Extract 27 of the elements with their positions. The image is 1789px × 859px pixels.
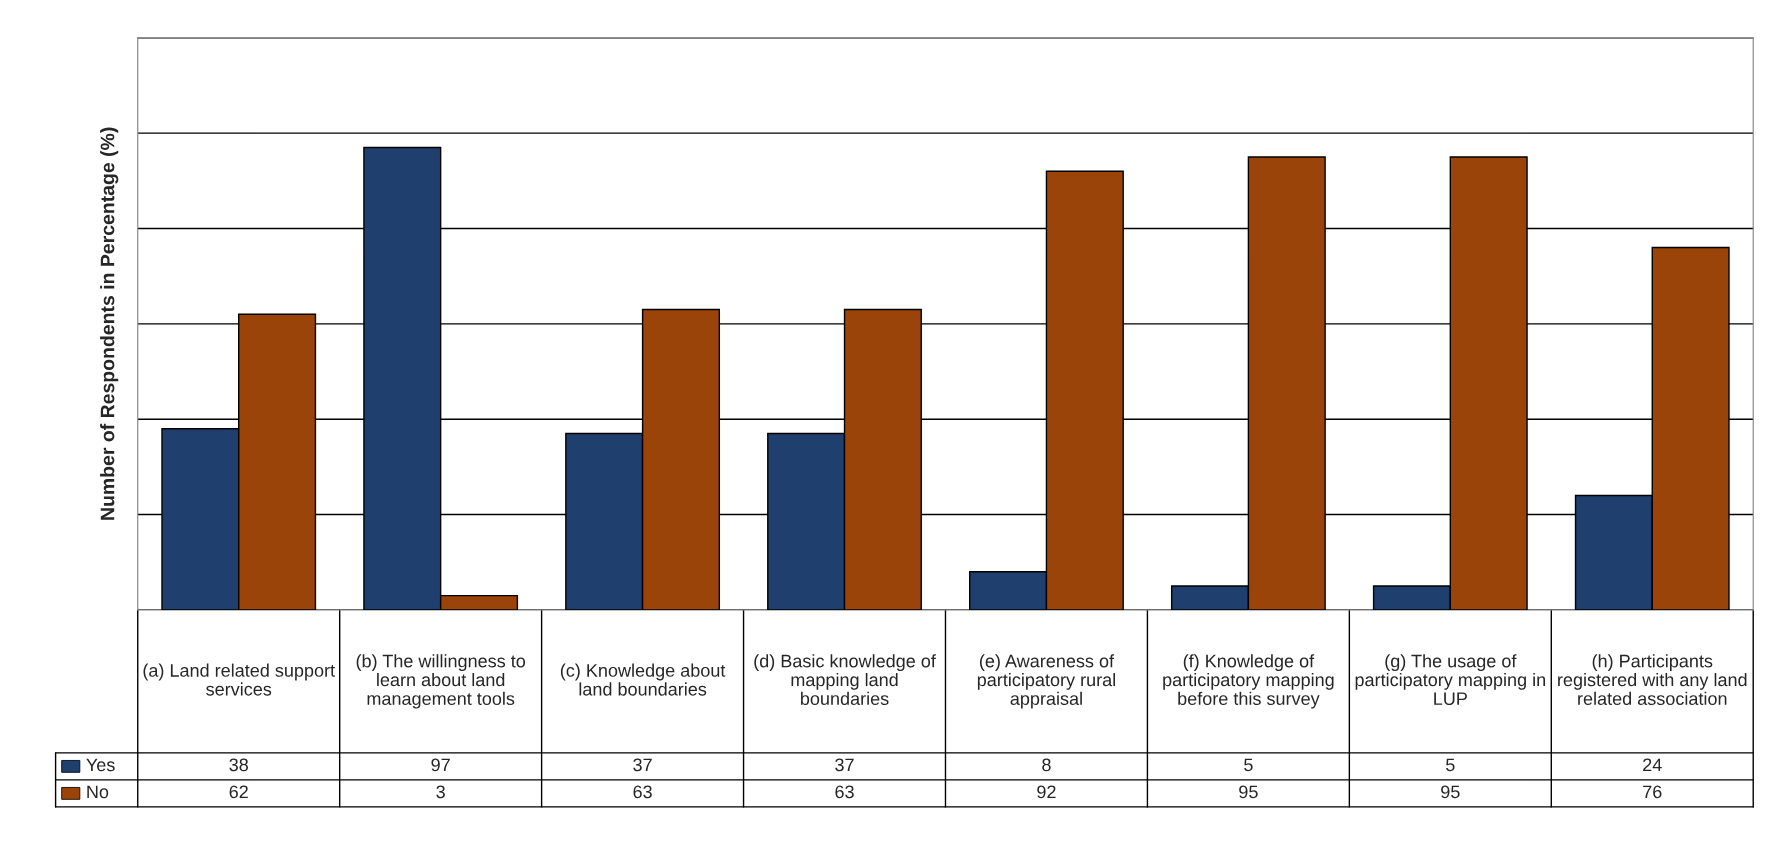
data-label: 95 <box>1441 785 1460 799</box>
legend-label: Yes <box>86 758 115 772</box>
y-axis-title: Number of Respondents in Percentage (%) <box>100 127 119 520</box>
x-tick-label: (f) Knowledge of participatory mapping before this survey <box>1163 654 1334 709</box>
x-tick-label: (g) The usage of participatory mapping in LUP <box>1355 654 1545 706</box>
x-tick-label: (d) Basic knowledge of mapping land boundaries <box>754 654 936 706</box>
legend-label: No <box>87 785 109 799</box>
data-label: 37 <box>835 758 854 772</box>
data-label: 5 <box>1244 758 1253 772</box>
data-label: 92 <box>1037 785 1056 799</box>
data-label: 63 <box>633 785 652 799</box>
data-label: 38 <box>229 758 248 772</box>
data-label: 95 <box>1239 785 1258 799</box>
x-tick-label: (a) Land related support services <box>143 663 335 696</box>
data-label: 76 <box>1643 785 1662 799</box>
data-label: 24 <box>1643 758 1662 772</box>
data-label: 3 <box>436 785 445 799</box>
data-label: 63 <box>835 785 854 799</box>
x-tick-label: (e) Awareness of participatory rural appraisal <box>977 654 1115 709</box>
data-label: 5 <box>1446 758 1455 772</box>
x-tick-label: (c) Knowledge about land boundaries <box>560 663 726 696</box>
x-tick-label: (h) Participants registered with any land related association <box>1558 654 1747 706</box>
data-label: 62 <box>229 785 248 799</box>
data-label: 97 <box>431 758 450 772</box>
x-tick-label: (b) The willingness to learn about land management tools <box>356 654 526 709</box>
data-label: 37 <box>633 758 652 772</box>
data-label: 8 <box>1042 758 1051 772</box>
